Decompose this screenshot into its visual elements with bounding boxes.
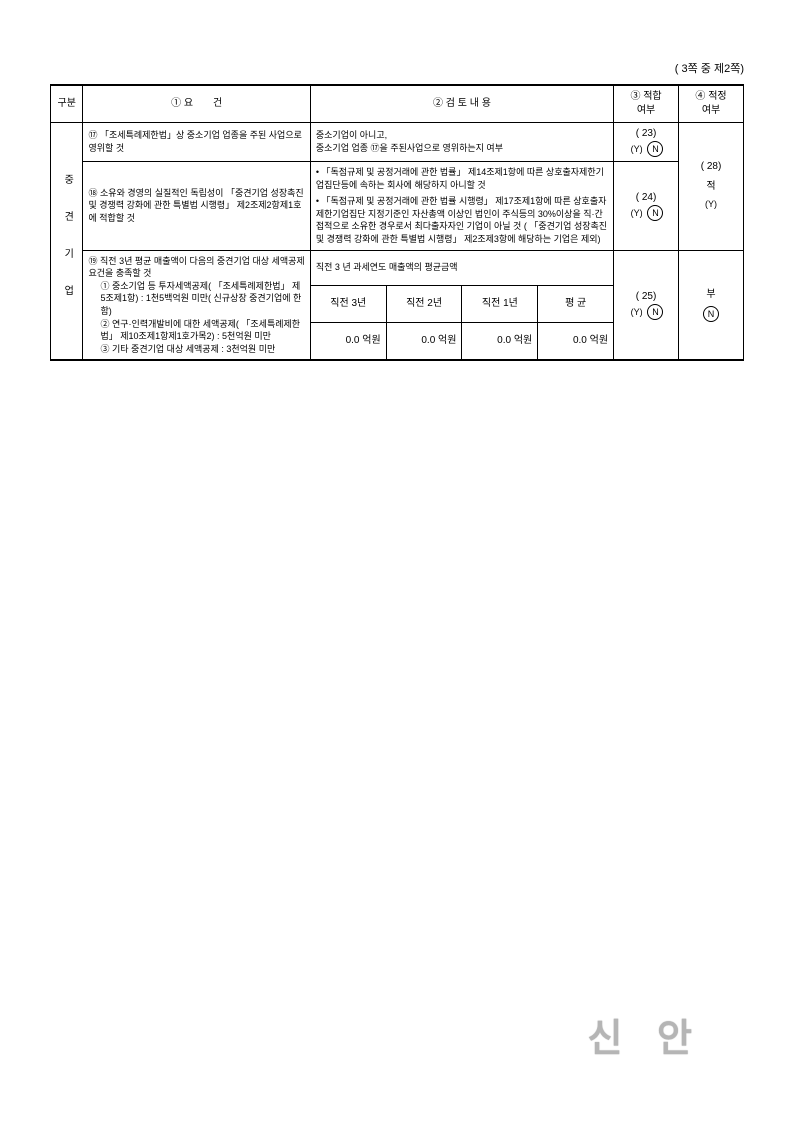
req-cell-3: ⑲ 직전 3년 평균 매출액이 다음의 중견기업 대상 세액공제 요건을 충족할… [83,250,310,360]
inner-h-3: 직전 1년 [462,285,538,322]
fit-n-1: N [647,141,663,157]
req-num-1: ⑰ [88,130,97,140]
proper-cell-top: ( 28) 적 (Y) [679,123,744,251]
header-requirement: ① 요 건 [83,85,310,123]
table-row: 중 견 기 업 ⑰ 「조세특례제한법」상 중소기업 업종을 주된 사업으로 영위… [51,123,744,162]
fit-num-2: ( 24) [619,191,673,205]
inner-v-4: 0.0 억원 [538,322,614,360]
inner-h-2: 직전 2년 [386,285,462,322]
watermark: 신 안 [588,1007,704,1062]
fit-yn-1: (Y) N [619,141,673,157]
proper-label-bottom: 부 [684,288,738,302]
fit-num-3: ( 25) [619,290,673,304]
inner-v-3: 0.0 억원 [462,322,538,360]
header-gubun: 구분 [51,85,83,123]
proper-label-top: 적 [684,180,738,194]
proper-y: (Y) [703,198,719,211]
fit-cell-1: ( 23) (Y) N [614,123,679,162]
inner-h-4: 평 균 [538,285,614,322]
req-text-3-sub2: ② 연구·인력개발비에 대한 세액공제( 「조세특례제한법」 제10조제1항제1… [88,318,304,343]
req-text-3-sub3: ③ 기타 중견기업 대상 세액공제 : 3천억원 미만 [88,343,304,356]
section-label-cell: 중 견 기 업 [51,123,83,361]
fit-cell-3: ( 25) (Y) N [614,250,679,360]
fit-y-1: (Y) [629,143,645,156]
proper-n: N [703,306,719,322]
watermark-text: 신 안 [588,1018,704,1060]
req-text-3-main: 직전 3년 평균 매출액이 다음의 중견기업 대상 세액공제 요건을 충족할 것 [88,256,304,279]
fit-n-3: N [647,304,663,320]
review-cell-1: 중소기업이 아니고, 중소기업 업종 ⑰을 주된사업으로 영위하는지 여부 [310,123,613,162]
inner-v-2: 0.0 억원 [386,322,462,360]
table-row: ⑲ 직전 3년 평균 매출액이 다음의 중견기업 대상 세액공제 요건을 충족할… [51,250,744,285]
inner-v-1: 0.0 억원 [310,322,386,360]
review-cell-2: • 「독점규제 및 공정거래에 관한 법률」 제14조제1항에 따른 상호출자제… [310,162,613,251]
req-text-3-sub1: ① 중소기업 등 투자세액공제( 「조세특례제한법」 제5조제1항) : 1천5… [88,280,304,318]
proper-cell-bottom: 부 N [679,250,744,360]
page-indicator: ( 3쪽 중 제2쪽) [50,60,744,76]
req-num-2: ⑱ [88,188,97,198]
req-text-1: 「조세특례제한법」상 중소기업 업종을 주된 사업으로 영위할 것 [88,130,301,153]
fit-num-1: ( 23) [619,127,673,141]
header-review: ② 검 토 내 용 [310,85,613,123]
review-2b: • 「독점규제 및 공정거래에 관한 법률 시행령」 제17조제1항에 따른 상… [316,195,608,245]
review-title-3: 직전 3 년 과세연도 매출액의 평균금액 [310,250,613,285]
inner-h-1: 직전 3년 [310,285,386,322]
table-row: ⑱ 소유와 경영의 실질적인 독립성이 「중견기업 성장촉진 및 경쟁력 강화에… [51,162,744,251]
header-proper: ④ 적정 여부 [679,85,744,123]
fit-cell-2: ( 24) (Y) N [614,162,679,251]
req-num-3: ⑲ [88,256,97,266]
header-fit: ③ 적합 여부 [614,85,679,123]
proper-n-marker: N [684,306,738,322]
fit-n-2: N [647,205,663,221]
fit-y-3: (Y) [629,306,645,319]
header-row: 구분 ① 요 건 ② 검 토 내 용 ③ 적합 여부 ④ 적정 여부 [51,85,744,123]
req-cell-1: ⑰ 「조세특례제한법」상 중소기업 업종을 주된 사업으로 영위할 것 [83,123,310,162]
review-2a: • 「독점규제 및 공정거래에 관한 법률」 제14조제1항에 따른 상호출자제… [316,166,608,191]
fit-yn-3: (Y) N [619,304,673,320]
proper-y-marker: (Y) [684,198,738,212]
req-cell-2: ⑱ 소유와 경영의 실질적인 독립성이 「중견기업 성장촉진 및 경쟁력 강화에… [83,162,310,251]
req-text-2: 소유와 경영의 실질적인 독립성이 「중견기업 성장촉진 및 경쟁력 강화에 관… [88,188,303,223]
main-table: 구분 ① 요 건 ② 검 토 내 용 ③ 적합 여부 ④ 적정 여부 중 견 기… [50,84,744,361]
fit-y-2: (Y) [629,207,645,220]
fit-yn-2: (Y) N [619,205,673,221]
proper-num: ( 28) [684,160,738,174]
section-label: 중 견 기 업 [60,174,74,303]
